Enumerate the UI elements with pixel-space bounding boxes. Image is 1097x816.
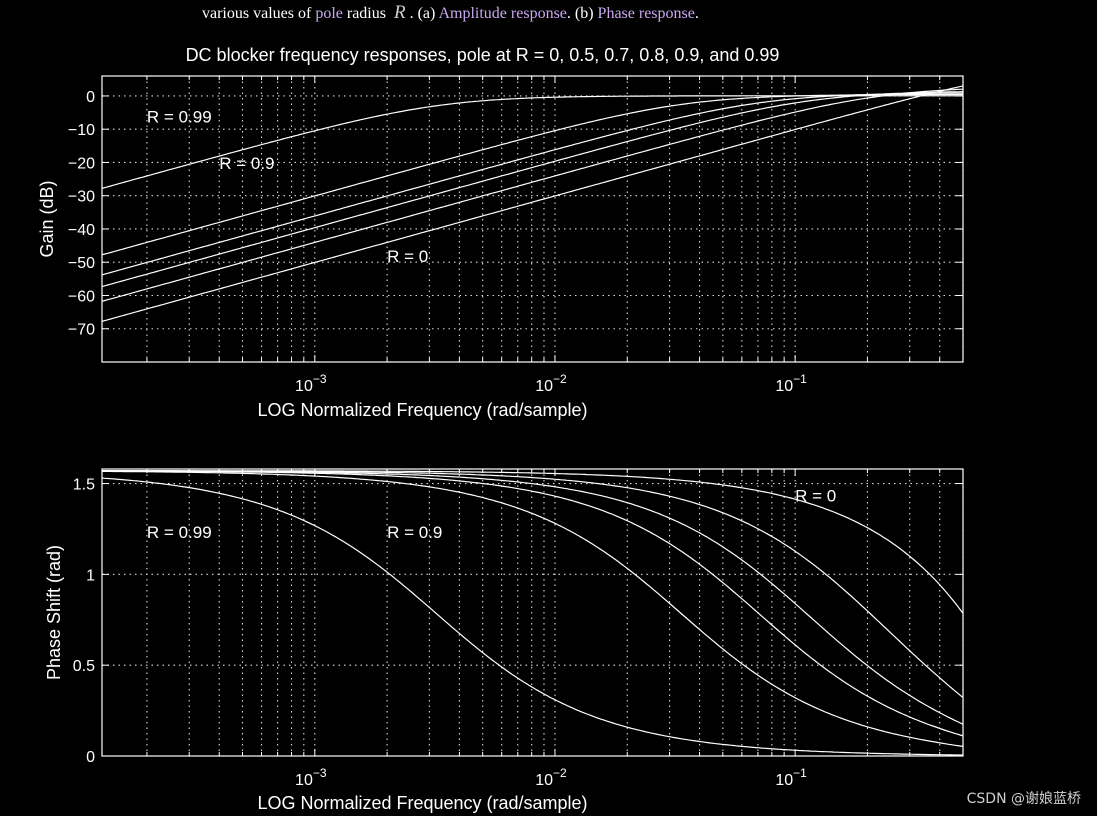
caption-text-before: various values of — [202, 5, 312, 22]
x-tick-label: 10−2 — [535, 372, 567, 395]
series-line-r-0_99 — [102, 477, 963, 756]
y-tick-label: −60 — [68, 288, 95, 305]
caption-text-end: . — [694, 5, 699, 22]
y-tick-label: −50 — [68, 255, 95, 272]
y-tick-label: 0 — [86, 89, 95, 106]
series-line-r-0_8 — [102, 470, 963, 737]
series-lines — [102, 85, 963, 322]
y-tick-label: 0 — [86, 749, 95, 766]
caption-text-radius: radius — [346, 5, 386, 22]
caption-variable: R — [393, 2, 406, 23]
y-tick-label: 0.5 — [73, 658, 95, 675]
x-tick-label: 10−1 — [775, 372, 807, 395]
y-tick-label: −30 — [68, 189, 95, 206]
caption-text-a: . (a) — [409, 5, 436, 22]
series-annotation: R = 0.99 — [147, 523, 212, 542]
y-tick-label: 1.5 — [73, 477, 95, 494]
watermark: CSDN @谢娘蓝桥 — [966, 791, 1081, 807]
y-tick-label: 1 — [86, 567, 95, 584]
y-tick-label: −40 — [68, 222, 95, 239]
caption: various values of pole radius R. (a) Amp… — [0, 0, 1097, 26]
series-lines — [102, 470, 963, 756]
x-tick-label: 10−3 — [295, 372, 327, 395]
series-line-r-0_8 — [102, 92, 963, 276]
series-line-r-0_5 — [102, 88, 963, 302]
x-axis-label: LOG Normalized Frequency (rad/sample) — [257, 793, 587, 813]
chart-title: DC blocker frequency responses, pole at … — [186, 45, 780, 65]
caption-text-b: . (b) — [566, 5, 594, 22]
series-line-r-0_7 — [102, 91, 963, 288]
x-tick-label: 10−2 — [535, 766, 567, 789]
phase-response-link[interactable]: Phase response — [597, 5, 695, 22]
x-tick-label: 10−3 — [295, 766, 327, 789]
amplitude-response-link[interactable]: Amplitude response — [438, 5, 567, 22]
grid — [102, 76, 964, 362]
series-annotation: R = 0.99 — [147, 108, 212, 127]
phase-plot: 1.5 1 0.5 0 10−3 10−2 10−1 LOG Normalized Frequ… — [44, 468, 964, 813]
series-line-r-0_9 — [102, 470, 963, 747]
pole-link[interactable]: pole — [315, 5, 343, 22]
series-annotation: R = 0.9 — [219, 154, 274, 173]
series-annotation: R = 0 — [387, 247, 428, 266]
x-axis-label: LOG Normalized Frequency (rad/sample) — [257, 400, 587, 420]
series-line-r-0_7 — [102, 470, 963, 725]
x-tick-label: 10−1 — [775, 766, 807, 789]
y-tick-label: −20 — [68, 155, 95, 172]
y-axis-label: Phase Shift (rad) — [44, 545, 64, 680]
y-tick-label: −70 — [68, 322, 95, 339]
gain-plot: 0 −10 −20 −30 −40 −50 −60 −70 10−3 10−2 10−1 DC blo… — [37, 45, 964, 420]
series-line-r-0 — [102, 85, 963, 322]
y-tick-label: −10 — [68, 122, 95, 139]
series-line-r-0_99 — [102, 95, 963, 189]
axes-box — [101, 75, 964, 363]
y-axis-label: Gain (dB) — [37, 180, 57, 257]
series-annotation: R = 0.9 — [387, 523, 442, 542]
series-annotation: R = 0 — [795, 487, 836, 506]
ticks — [102, 76, 964, 362]
